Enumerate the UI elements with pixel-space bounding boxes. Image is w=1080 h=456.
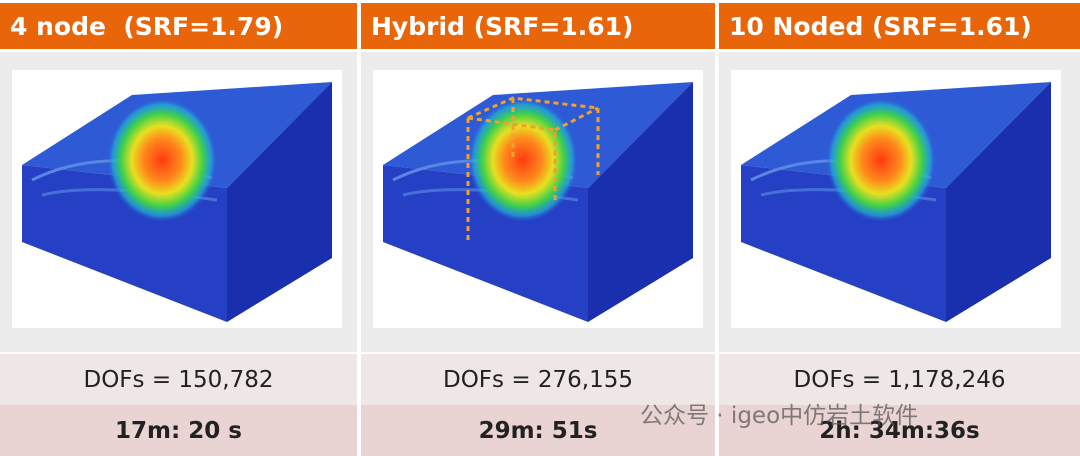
column: 4 node (SRF=1.79) DOFs = 150,782 17m: 20…	[0, 0, 357, 456]
column-header: 4 node (SRF=1.79)	[0, 3, 357, 49]
model-image	[12, 70, 342, 328]
time-cell: 2h: 34m:36s	[719, 405, 1080, 456]
time-cell: 17m: 20 s	[0, 405, 357, 456]
watermark: 公众号 · igeo中仿岩土软件	[640, 403, 919, 429]
model-image	[373, 70, 703, 328]
column: 10 Noded (SRF=1.61) DOFs = 1,178,246 2h:…	[719, 0, 1080, 456]
model-image	[731, 70, 1061, 328]
image-cell	[0, 52, 357, 352]
image-cell	[361, 52, 715, 352]
image-cell	[719, 52, 1080, 352]
dofs-cell: DOFs = 150,782	[0, 354, 357, 405]
time-cell: 29m: 51s	[361, 405, 715, 456]
dofs-cell: DOFs = 1,178,246	[719, 354, 1080, 405]
column-header: 10 Noded (SRF=1.61)	[719, 3, 1080, 49]
column: Hybrid (SRF=1.61) DOFs = 276,155 29m: 51…	[361, 0, 715, 456]
column-header: Hybrid (SRF=1.61)	[361, 3, 715, 49]
dofs-cell: DOFs = 276,155	[361, 354, 715, 405]
